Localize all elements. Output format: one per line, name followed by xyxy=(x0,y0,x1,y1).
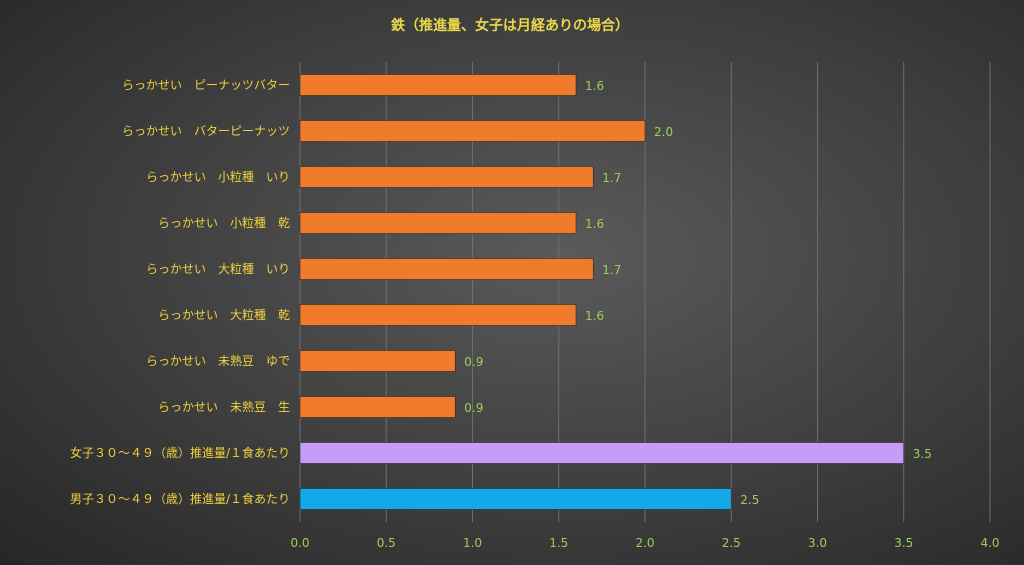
bar xyxy=(299,350,456,372)
bar xyxy=(299,120,646,142)
x-tick-label: 2.5 xyxy=(722,536,741,550)
data-label: 1.6 xyxy=(585,217,604,231)
data-label: 3.5 xyxy=(913,447,932,461)
data-label: 2.0 xyxy=(654,125,673,139)
bar xyxy=(299,396,456,418)
bar xyxy=(299,74,577,96)
category-label: らっかせい バターピーナッツ xyxy=(122,124,290,138)
category-label: らっかせい ピーナッツバター xyxy=(122,78,290,92)
category-label: らっかせい 小粒種 乾 xyxy=(158,215,290,230)
category-label: らっかせい 大粒種 いり xyxy=(146,261,290,276)
bar xyxy=(299,166,594,188)
category-label: 女子３０～４９（歳）推進量/１食あたり xyxy=(70,445,290,460)
category-label: らっかせい 小粒種 いり xyxy=(146,169,290,184)
category-label: らっかせい 未熟豆 生 xyxy=(158,399,290,414)
x-tick-label: 1.0 xyxy=(463,536,482,550)
x-tick-label: 1.5 xyxy=(549,536,568,550)
bar xyxy=(299,212,577,234)
data-label: 1.6 xyxy=(585,79,604,93)
data-label: 2.5 xyxy=(740,493,759,507)
bar xyxy=(299,442,905,464)
data-label: 0.9 xyxy=(464,355,483,369)
category-label: 男子３０～４９（歳）推進量/１食あたり xyxy=(70,491,290,506)
chart-title: 鉄（推進量、女子は月経ありの場合） xyxy=(391,17,629,34)
data-label: 1.7 xyxy=(602,263,621,277)
x-tick-label: 4.0 xyxy=(980,536,999,550)
category-label: らっかせい 大粒種 乾 xyxy=(158,307,290,322)
x-axis-ticks: 0.0 0.5 1.0 1.5 2.0 2.5 3.0 3.5 4.0 xyxy=(290,536,999,550)
x-tick-label: 0.0 xyxy=(290,536,309,550)
bar xyxy=(299,258,594,280)
category-label: らっかせい 未熟豆 ゆで xyxy=(146,353,290,368)
bar xyxy=(299,304,577,326)
x-tick-label: 0.5 xyxy=(377,536,396,550)
bars: 1.6 2.0 1.7 1.6 1.7 1.6 0.9 0.9 3.5 2.5 xyxy=(299,74,932,510)
x-tick-label: 2.0 xyxy=(635,536,654,550)
data-label: 1.7 xyxy=(602,171,621,185)
x-tick-label: 3.0 xyxy=(808,536,827,550)
data-label: 0.9 xyxy=(464,401,483,415)
data-label: 1.6 xyxy=(585,309,604,323)
bar xyxy=(299,488,732,510)
x-tick-label: 3.5 xyxy=(894,536,913,550)
